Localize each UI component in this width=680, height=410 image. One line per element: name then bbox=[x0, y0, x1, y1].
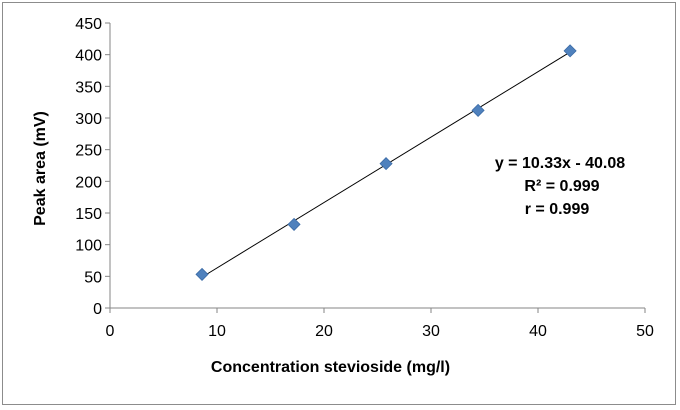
y-tick-label: 300 bbox=[75, 111, 102, 128]
y-tick-label: 250 bbox=[75, 143, 102, 160]
trendline-equation: y = 10.33x - 40.08 bbox=[495, 155, 625, 172]
x-tick-label: 40 bbox=[529, 323, 547, 340]
x-ticks: 0 10 20 30 40 50 bbox=[106, 308, 654, 340]
data-point bbox=[471, 103, 485, 117]
y-tick-label: 150 bbox=[75, 206, 102, 223]
x-tick-label: 20 bbox=[315, 323, 333, 340]
y-tick-label: 350 bbox=[75, 79, 102, 96]
y-tick-label: 200 bbox=[75, 174, 102, 191]
data-point bbox=[379, 157, 393, 171]
axes bbox=[109, 23, 645, 309]
y-ticks: 0 50 100 150 200 250 300 350 400 450 bbox=[75, 16, 110, 318]
x-tick-label: 0 bbox=[106, 323, 115, 340]
x-axis-title: Concentration stevioside (mg/l) bbox=[211, 359, 450, 376]
y-tick-label: 450 bbox=[75, 16, 102, 33]
r-squared-label: R² = 0.999 bbox=[524, 178, 599, 195]
x-tick-label: 10 bbox=[208, 323, 226, 340]
x-tick-label: 50 bbox=[636, 323, 654, 340]
y-tick-label: 400 bbox=[75, 48, 102, 65]
x-tick-label: 30 bbox=[422, 323, 440, 340]
r-value-label: r = 0.999 bbox=[525, 201, 590, 218]
data-point bbox=[287, 217, 301, 231]
data-point bbox=[563, 44, 577, 58]
y-axis-title: Peak area (mV) bbox=[32, 111, 49, 226]
y-tick-label: 0 bbox=[93, 301, 102, 318]
data-points bbox=[195, 44, 577, 281]
data-point bbox=[195, 267, 209, 281]
y-tick-label: 100 bbox=[75, 238, 102, 255]
y-tick-label: 50 bbox=[84, 269, 102, 286]
chart-frame bbox=[2, 2, 676, 405]
